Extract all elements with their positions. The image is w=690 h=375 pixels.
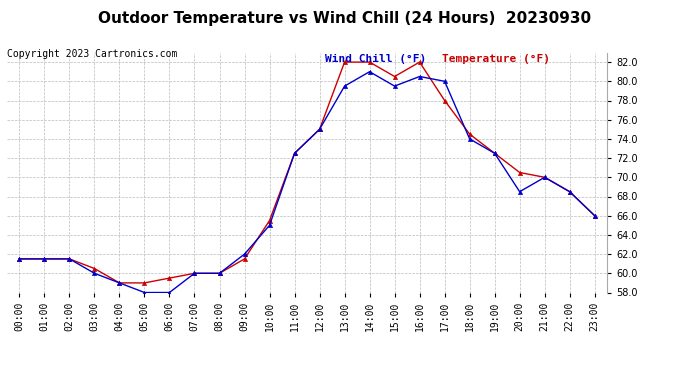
- Wind Chill (°F): [240, 252, 248, 257]
- Wind Chill (°F): [215, 271, 224, 276]
- Wind Chill (°F): [340, 84, 348, 88]
- Temperature (°F): [515, 170, 524, 175]
- Temperature (°F): [391, 74, 399, 79]
- Temperature (°F): [140, 280, 148, 285]
- Temperature (°F): [366, 60, 374, 64]
- Temperature (°F): [40, 256, 48, 261]
- Temperature (°F): [591, 213, 599, 218]
- Wind Chill (°F): [415, 74, 424, 79]
- Temperature (°F): [215, 271, 224, 276]
- Wind Chill (°F): [540, 175, 549, 180]
- Wind Chill (°F): [591, 213, 599, 218]
- Wind Chill (°F): [515, 189, 524, 194]
- Wind Chill (°F): [466, 136, 474, 141]
- Wind Chill (°F): [491, 151, 499, 156]
- Wind Chill (°F): [115, 280, 124, 285]
- Wind Chill (°F): [190, 271, 199, 276]
- Wind Chill (°F): [140, 290, 148, 295]
- Temperature (°F): [115, 280, 124, 285]
- Text: Wind Chill (°F): Wind Chill (°F): [325, 54, 433, 64]
- Line: Wind Chill (°F): Wind Chill (°F): [17, 70, 597, 295]
- Temperature (°F): [491, 151, 499, 156]
- Text: Temperature (°F): Temperature (°F): [442, 54, 550, 64]
- Temperature (°F): [440, 98, 449, 103]
- Wind Chill (°F): [90, 271, 99, 276]
- Wind Chill (°F): [40, 256, 48, 261]
- Temperature (°F): [466, 132, 474, 136]
- Line: Temperature (°F): Temperature (°F): [17, 60, 597, 285]
- Text: Copyright 2023 Cartronics.com: Copyright 2023 Cartronics.com: [7, 49, 177, 59]
- Wind Chill (°F): [290, 151, 299, 156]
- Wind Chill (°F): [566, 189, 574, 194]
- Temperature (°F): [66, 256, 74, 261]
- Wind Chill (°F): [266, 223, 274, 228]
- Wind Chill (°F): [66, 256, 74, 261]
- Temperature (°F): [340, 60, 348, 64]
- Wind Chill (°F): [315, 127, 324, 132]
- Temperature (°F): [240, 256, 248, 261]
- Wind Chill (°F): [15, 256, 23, 261]
- Wind Chill (°F): [366, 69, 374, 74]
- Temperature (°F): [566, 189, 574, 194]
- Temperature (°F): [90, 266, 99, 271]
- Temperature (°F): [15, 256, 23, 261]
- Text: Outdoor Temperature vs Wind Chill (24 Hours)  20230930: Outdoor Temperature vs Wind Chill (24 Ho…: [99, 11, 591, 26]
- Temperature (°F): [166, 276, 174, 280]
- Temperature (°F): [290, 151, 299, 156]
- Temperature (°F): [415, 60, 424, 64]
- Temperature (°F): [266, 218, 274, 223]
- Wind Chill (°F): [391, 84, 399, 88]
- Temperature (°F): [315, 127, 324, 132]
- Temperature (°F): [540, 175, 549, 180]
- Temperature (°F): [190, 271, 199, 276]
- Wind Chill (°F): [166, 290, 174, 295]
- Wind Chill (°F): [440, 79, 449, 84]
